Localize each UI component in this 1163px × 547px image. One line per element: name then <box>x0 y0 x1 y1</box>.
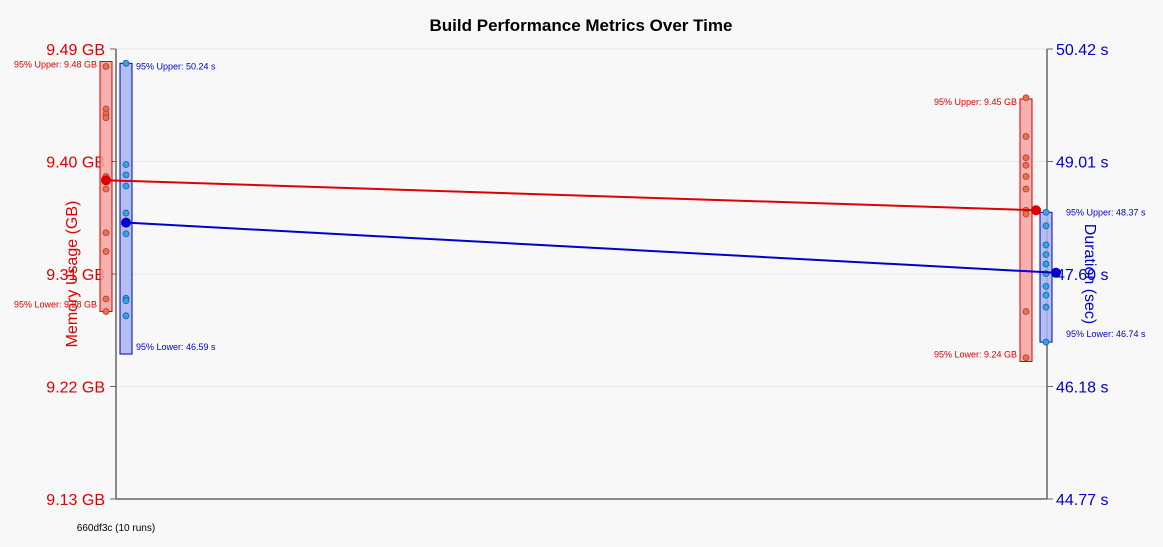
memory-run-point <box>1022 173 1030 180</box>
duration-mean-point <box>121 217 131 228</box>
memory-run-point <box>1022 210 1030 218</box>
duration-run-point <box>1042 208 1050 216</box>
duration-run-point <box>1042 303 1050 311</box>
left-tick-label: 9.13 GB <box>46 492 105 509</box>
memory-run-point <box>102 248 110 255</box>
duration-run-point <box>1042 282 1050 290</box>
memory-run-point <box>1022 354 1030 362</box>
memory-run-point <box>102 185 110 193</box>
memory-run-point <box>102 295 110 303</box>
left-tick-label: 9.40 GB <box>46 155 105 172</box>
duration-run-point <box>122 209 130 217</box>
memory-run-point <box>1022 133 1030 140</box>
duration-lower-label: 95% Lower: 46.59 s <box>136 342 216 352</box>
duration-run-point <box>122 171 130 179</box>
duration-ci-bar <box>1039 211 1053 343</box>
memory-upper-label: 95% Upper: 9.48 GB <box>14 60 97 70</box>
duration-run-point <box>122 161 130 168</box>
duration-ci-bar <box>119 62 133 355</box>
duration-run-point <box>1042 291 1050 299</box>
memory-run-point <box>102 308 110 315</box>
duration-run-point <box>122 297 130 305</box>
memory-mean-line <box>105 179 1037 212</box>
memory-run-point <box>1022 308 1030 315</box>
duration-run-point <box>1042 338 1050 346</box>
duration-mean-point <box>1051 267 1061 278</box>
memory-run-point <box>1022 154 1030 162</box>
memory-mean-point <box>1031 205 1041 216</box>
duration-run-point <box>1042 251 1050 258</box>
x-tick-label: 660df3c (10 runs) <box>77 523 155 534</box>
memory-run-point <box>1022 185 1030 193</box>
right-tick-label: 44.77 s <box>1056 492 1108 509</box>
left-tick-label: 9.22 GB <box>46 380 105 397</box>
duration-run-point <box>1042 222 1050 230</box>
right-axis-title: Duration (sec) <box>1081 224 1098 324</box>
memory-run-point <box>102 63 110 70</box>
duration-upper-label: 95% Upper: 50.24 s <box>136 61 216 71</box>
right-tick-label: 50.42 s <box>1056 42 1108 59</box>
duration-run-point <box>1042 260 1050 268</box>
memory-run-point <box>1022 161 1030 169</box>
duration-mean-line <box>125 221 1057 274</box>
right-tick-label: 49.01 s <box>1056 155 1108 172</box>
left-tick-label: 9.31 GB <box>46 267 105 284</box>
memory-upper-label: 95% Upper: 9.45 GB <box>934 97 1017 107</box>
memory-mean-point <box>101 175 111 186</box>
duration-run-point <box>122 312 130 320</box>
chart-title: Build Performance Metrics Over Time <box>430 16 733 35</box>
right-tick-label: 47.60 s <box>1056 267 1108 284</box>
duration-run-point <box>122 182 130 190</box>
memory-run-point <box>1022 94 1030 102</box>
duration-run-point <box>122 59 130 67</box>
left-tick-label: 9.49 GB <box>46 42 105 59</box>
memory-run-point <box>102 114 110 122</box>
memory-lower-label: 95% Lower: 9.28 GB <box>14 300 97 310</box>
left-axis-title: Memory Usage (GB) <box>64 201 81 348</box>
duration-upper-label: 95% Upper: 48.37 s <box>1066 207 1146 217</box>
memory-run-point <box>102 229 110 237</box>
duration-lower-label: 95% Lower: 46.74 s <box>1066 329 1146 339</box>
duration-run-point <box>1042 241 1050 249</box>
right-tick-label: 46.18 s <box>1056 380 1108 397</box>
duration-run-point <box>122 230 130 238</box>
memory-lower-label: 95% Lower: 9.24 GB <box>934 350 1017 360</box>
